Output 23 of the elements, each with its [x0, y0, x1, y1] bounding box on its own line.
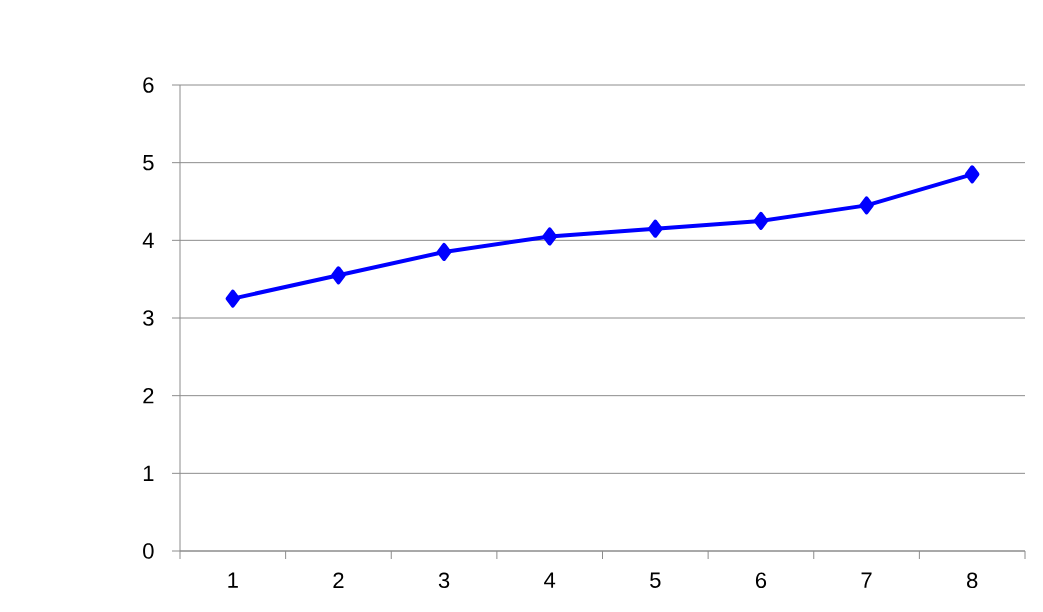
x-tick-label: 3 [438, 572, 450, 589]
point [542, 227, 557, 246]
y-tick-label: 3 [143, 310, 154, 326]
y-tick-label: 0 [143, 543, 154, 559]
y-tick-label: 2 [143, 387, 154, 404]
point [225, 289, 241, 308]
point [753, 211, 769, 230]
point [648, 219, 663, 238]
x-tick-label: 5 [650, 572, 661, 588]
y-tick-label: 6 [143, 77, 154, 93]
x-tick-label: 1 [228, 572, 238, 588]
y-tick-label: 5 [143, 154, 154, 171]
point [331, 266, 346, 285]
x-tick-label: 7 [861, 572, 872, 588]
point [859, 196, 874, 215]
x-tick-label: 4 [544, 572, 556, 588]
point [436, 242, 452, 261]
y-tick-label: 4 [142, 232, 154, 248]
point [964, 165, 980, 184]
x-tick-label: 2 [333, 572, 344, 588]
x-tick-label: 6 [755, 572, 767, 589]
y-tick-label: 1 [143, 465, 154, 481]
x-tick-label: 8 [967, 572, 978, 589]
